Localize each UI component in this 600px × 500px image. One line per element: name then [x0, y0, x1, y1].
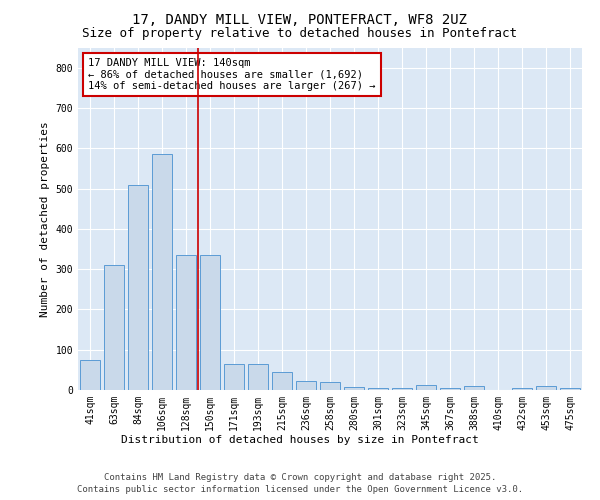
Bar	[272, 372, 292, 390]
Bar	[344, 387, 364, 390]
Bar	[512, 388, 532, 390]
Y-axis label: Number of detached properties: Number of detached properties	[40, 121, 50, 316]
Bar	[416, 385, 436, 390]
Bar	[200, 255, 220, 390]
Bar	[464, 386, 484, 390]
Text: 17, DANDY MILL VIEW, PONTEFRACT, WF8 2UZ: 17, DANDY MILL VIEW, PONTEFRACT, WF8 2UZ	[133, 12, 467, 26]
Bar	[536, 386, 556, 390]
Text: Size of property relative to detached houses in Pontefract: Size of property relative to detached ho…	[83, 28, 517, 40]
Text: Contains public sector information licensed under the Open Government Licence v3: Contains public sector information licen…	[77, 485, 523, 494]
Bar	[176, 255, 196, 390]
Text: 17 DANDY MILL VIEW: 140sqm
← 86% of detached houses are smaller (1,692)
14% of s: 17 DANDY MILL VIEW: 140sqm ← 86% of deta…	[88, 58, 376, 91]
Bar	[128, 184, 148, 390]
Bar	[560, 388, 580, 390]
Text: Contains HM Land Registry data © Crown copyright and database right 2025.: Contains HM Land Registry data © Crown c…	[104, 472, 496, 482]
Bar	[440, 388, 460, 390]
Bar	[104, 265, 124, 390]
Bar	[224, 364, 244, 390]
Bar	[296, 381, 316, 390]
Bar	[248, 364, 268, 390]
Bar	[152, 154, 172, 390]
Bar	[392, 388, 412, 390]
Bar	[368, 388, 388, 390]
Text: Distribution of detached houses by size in Pontefract: Distribution of detached houses by size …	[121, 435, 479, 445]
Bar	[80, 360, 100, 390]
Bar	[320, 382, 340, 390]
